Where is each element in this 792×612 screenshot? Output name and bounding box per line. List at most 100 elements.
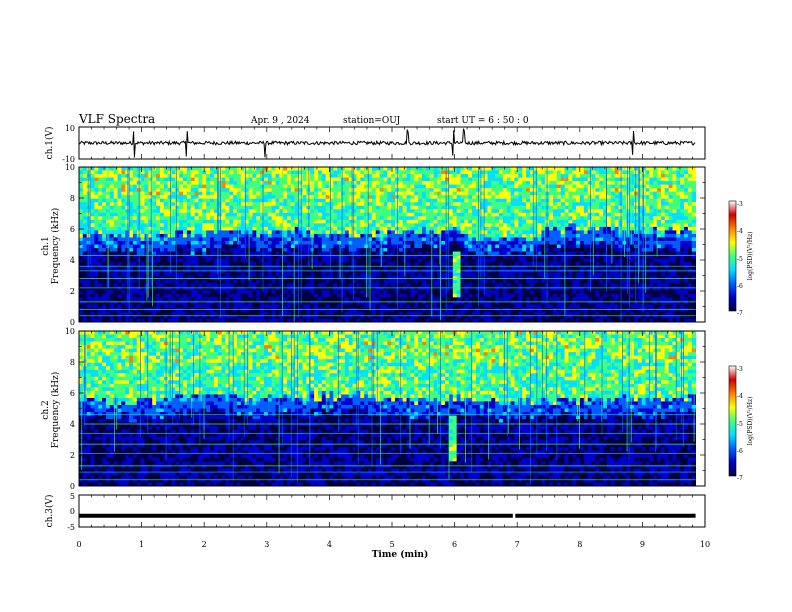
spectrogram-cell [244, 177, 249, 182]
spectrogram-cell [167, 304, 172, 309]
spectrogram-cell [102, 272, 107, 277]
spectrogram-cell [383, 174, 388, 178]
spectrogram-cell [410, 202, 415, 207]
spectrogram-cell [421, 279, 427, 284]
spectrogram-cell [391, 202, 396, 207]
spectrogram-cell [375, 198, 380, 203]
spectrogram-cell [456, 251, 461, 256]
spectrogram-cell [186, 223, 192, 228]
spectrogram-cell [105, 318, 111, 323]
spectrogram-cell [468, 202, 473, 207]
spectrogram-cell [194, 181, 199, 186]
spectrogram-cell [117, 318, 122, 323]
spectrogram-cell [456, 276, 461, 281]
spectrogram-cell [468, 283, 473, 288]
spectrogram-cell [348, 181, 354, 186]
spectrogram-cell [275, 230, 280, 235]
spectrogram-cell [460, 255, 465, 259]
spectrogram-cell [383, 276, 388, 281]
spectrogram-cell [279, 290, 284, 295]
spectrogram-cell [163, 251, 169, 256]
spectrogram-cell [325, 272, 330, 277]
spectrogram-cell [156, 276, 161, 281]
spectrogram-cell [113, 205, 118, 210]
spectrogram-cell [121, 177, 126, 182]
spectrogram-cell [140, 174, 145, 178]
spectrogram-cell [225, 297, 230, 302]
spectrogram-cell [198, 300, 203, 305]
spectrogram-cell [159, 314, 165, 319]
spectrogram-cell [329, 167, 334, 171]
spectrogram-cell [90, 202, 95, 207]
spectrogram-cell [398, 174, 404, 178]
spectrogram-cell [213, 283, 219, 288]
spectrogram-cell [352, 212, 357, 217]
spectrogram-cell [433, 191, 438, 196]
spectrogram-cell [294, 276, 300, 281]
spectrogram-cell [468, 230, 473, 235]
spectrogram-cell [448, 191, 454, 196]
spectrogram-cell [341, 251, 346, 256]
spectrogram-cell [109, 297, 115, 302]
spectrogram-cell [121, 233, 126, 238]
spectrogram-cell [383, 233, 388, 238]
spectrogram-cell [225, 181, 230, 186]
spectrogram-cell [371, 244, 377, 249]
spectrogram-cell [383, 290, 388, 295]
spectrogram-cell [90, 174, 95, 178]
spectrogram-cell [229, 209, 234, 214]
start-time-label: start UT = 6 : 50 : 0 [437, 116, 529, 126]
spectrogram-cell [175, 188, 180, 193]
spectrogram-cell [159, 276, 165, 281]
spectrogram-cell [256, 174, 261, 178]
spectrogram-cell [491, 226, 496, 231]
spectrogram-cell [256, 244, 261, 249]
spectrogram-cell [333, 293, 338, 298]
spectrogram-cell [491, 314, 496, 319]
spectrogram-cell [248, 240, 253, 245]
spectrogram-cell [352, 272, 357, 277]
spectrogram-cell [237, 251, 242, 256]
spectrogram-cell [271, 237, 276, 242]
spectrogram-cell [179, 314, 184, 319]
spectrogram-cell [360, 272, 365, 277]
spectrogram-cell [406, 240, 411, 245]
spectrogram-cell [225, 233, 230, 238]
spectrogram-cell [398, 233, 404, 238]
spectrogram-cell [491, 202, 496, 207]
spectrogram-cell [472, 279, 477, 284]
spectrogram-cell [117, 216, 122, 221]
spectrogram-cell [314, 191, 319, 196]
spectrogram-cell [194, 240, 199, 245]
spectrogram-cell [156, 286, 161, 291]
spectrogram-cell [86, 191, 91, 196]
spectrogram-cell [398, 240, 404, 245]
spectrogram-cell [206, 205, 211, 210]
spectrogram-cell [267, 300, 273, 305]
spectrogram-cell [183, 202, 188, 207]
spectrogram-cell [210, 258, 215, 263]
spectrogram-cell [475, 258, 481, 263]
spectrogram-cell [90, 167, 95, 171]
spectrogram-cell [325, 290, 330, 295]
spectrogram-cell [460, 195, 465, 200]
spectrogram-cell [356, 230, 361, 235]
spectrogram-cell [271, 258, 276, 263]
spectrogram-cell [421, 167, 427, 171]
spectrogram-cell [275, 184, 280, 189]
spectrogram-cell [152, 198, 157, 203]
spectrogram-cell [421, 311, 427, 316]
spectrogram-cell [271, 230, 276, 235]
spectrogram-cell [94, 167, 99, 171]
spectrogram-cell [479, 205, 485, 210]
spectrogram-cell [445, 195, 450, 200]
spectrogram-cell [302, 174, 307, 178]
spectrogram-cell [148, 184, 153, 189]
spectrogram-cell [213, 251, 219, 256]
spectrogram-cell [113, 198, 118, 203]
spectrogram-cell [267, 226, 273, 231]
spectrogram-cell [148, 297, 153, 302]
spectrogram-cell [283, 311, 288, 316]
spectrogram-cell [344, 237, 350, 242]
spectrogram-cell [233, 258, 238, 263]
